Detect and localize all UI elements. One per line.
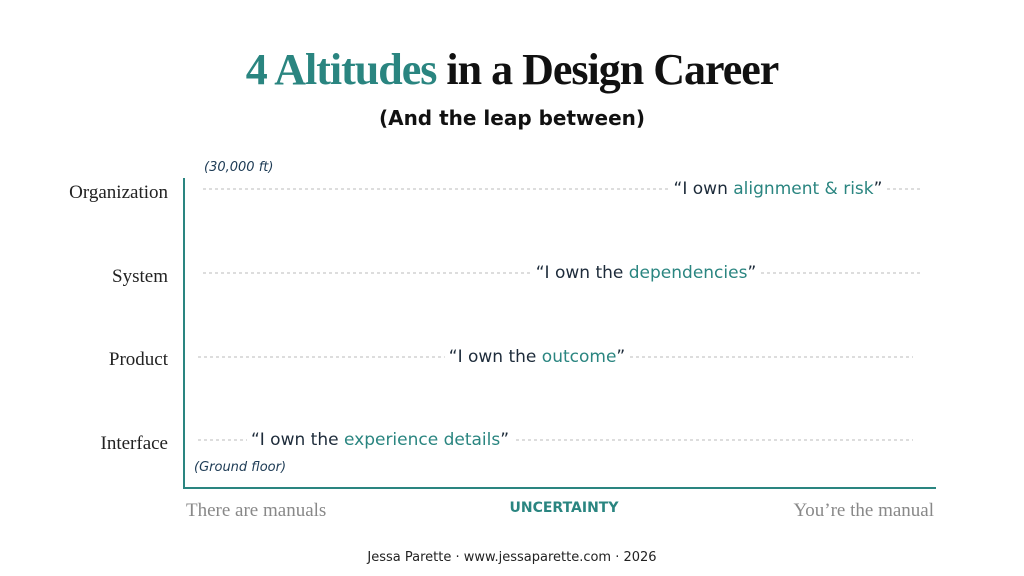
quote: “I own the outcome” [444, 347, 630, 367]
x-axis-right-label: You’re the manual [793, 500, 934, 521]
quote-start: “I own the [250, 430, 344, 450]
level-label: Organization [69, 182, 168, 203]
quote-start: “I own the [535, 263, 629, 283]
x-axis-left-label: There are manuals [186, 500, 327, 521]
level-lines [198, 188, 920, 441]
quote-start: “I own the [448, 347, 542, 367]
level-label: Product [108, 349, 168, 370]
title-rest: in a Design Career [446, 45, 779, 94]
quote-highlight: experience details [343, 430, 501, 450]
quote-start: “I own [673, 179, 734, 199]
x-axis-title: UNCERTAINTY [509, 500, 619, 516]
subtitle: (And the leap between) [378, 106, 646, 130]
footer: Jessa Parette · www.jessaparette.com · 2… [367, 550, 657, 565]
quote-end: ” [747, 263, 757, 283]
level-label: Interface [100, 433, 169, 454]
quote-end: ” [500, 430, 510, 450]
level-label: System [112, 266, 168, 287]
bottom-note: (Ground floor) [194, 460, 287, 475]
quote-end: ” [873, 179, 883, 199]
title: 4 Altitudes in a Design Career [0, 44, 1024, 95]
quote-highlight: dependencies [628, 263, 748, 283]
quote: “I own the dependencies” [531, 263, 761, 283]
top-note: (30,000 ft) [204, 160, 274, 175]
quote-highlight: alignment & risk [733, 179, 874, 199]
quote: “I own alignment & risk” [669, 179, 887, 199]
quote-highlight: outcome [541, 347, 617, 367]
quote-end: ” [616, 347, 626, 367]
title-highlight: 4 Altitudes [245, 45, 438, 94]
quote: “I own the experience details” [246, 430, 514, 450]
